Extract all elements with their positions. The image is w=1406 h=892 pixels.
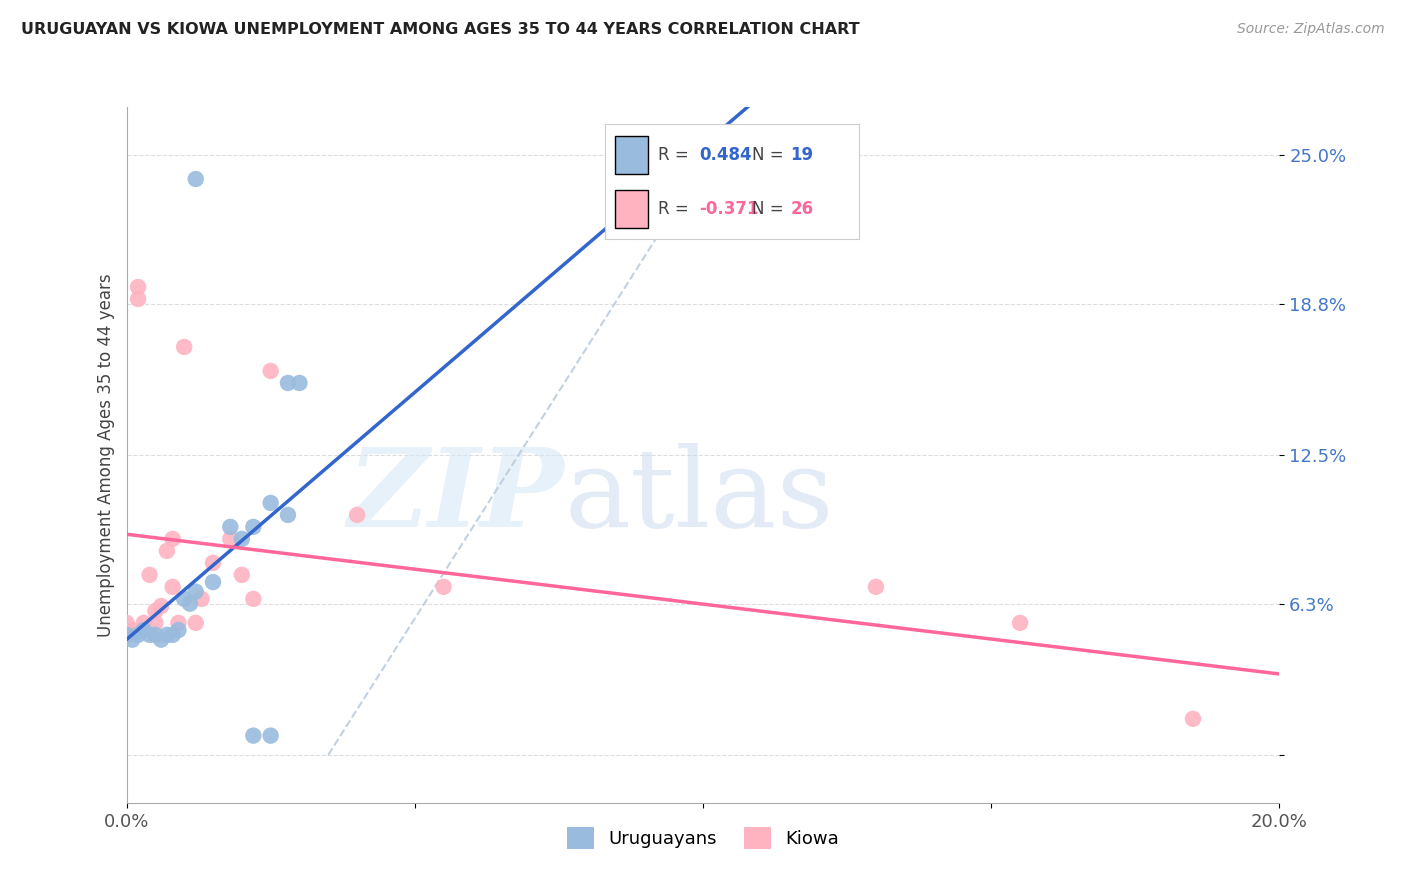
Text: atlas: atlas [565,443,834,550]
Point [277,508,299,522]
Point [167,623,190,637]
Point [127,280,149,294]
Point [1008,615,1031,630]
Point [231,532,253,546]
Point [259,364,281,378]
Point [346,508,368,522]
Point [127,292,149,306]
Y-axis label: Unemployment Among Ages 35 to 44 years: Unemployment Among Ages 35 to 44 years [97,273,115,637]
Point [277,376,299,390]
Point [156,544,179,558]
Point [1181,712,1204,726]
Point [865,580,887,594]
Point [121,632,143,647]
Point [162,532,184,546]
Point [115,615,138,630]
Point [202,575,225,590]
Text: URUGUAYAN VS KIOWA UNEMPLOYMENT AMONG AGES 35 TO 44 YEARS CORRELATION CHART: URUGUAYAN VS KIOWA UNEMPLOYMENT AMONG AG… [21,22,859,37]
Point [190,591,212,606]
Point [162,580,184,594]
Point [150,632,173,647]
Point [138,628,160,642]
Legend: Uruguayans, Kiowa: Uruguayans, Kiowa [560,820,846,856]
Point [202,556,225,570]
Point [288,376,311,390]
Point [184,584,207,599]
Point [115,628,138,642]
Point [132,615,155,630]
Point [242,591,264,606]
Text: ZIP: ZIP [349,443,565,550]
Text: Source: ZipAtlas.com: Source: ZipAtlas.com [1237,22,1385,37]
Point [145,628,166,642]
Point [433,580,456,594]
Point [121,623,143,637]
Point [156,628,179,642]
Point [127,628,149,642]
Point [259,729,281,743]
Point [219,520,242,534]
Point [242,520,264,534]
Point [259,496,281,510]
Point [173,340,195,354]
Point [150,599,173,613]
Point [167,615,190,630]
Point [184,615,207,630]
Point [231,567,253,582]
Point [219,532,242,546]
Point [173,591,195,606]
Point [145,615,166,630]
Point [162,628,184,642]
Point [184,172,207,186]
Point [179,597,201,611]
Point [145,604,166,618]
Point [132,623,155,637]
Point [138,567,160,582]
Point [242,729,264,743]
